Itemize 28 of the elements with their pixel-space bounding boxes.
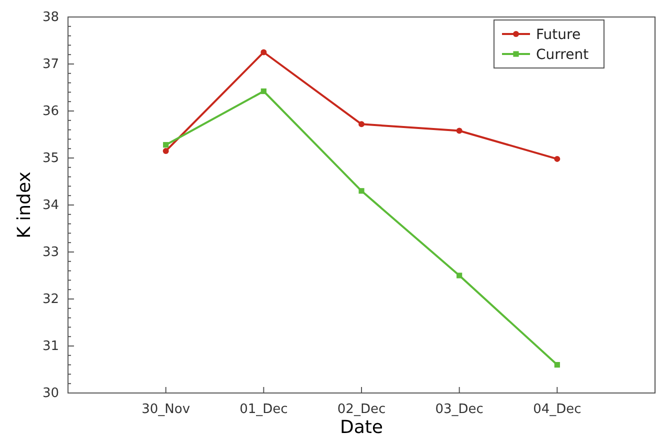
y-tick-label: 34 (42, 198, 59, 214)
point (456, 128, 462, 134)
y-tick-label: 30 (42, 386, 59, 402)
x-tick-label: 30_Nov (142, 402, 190, 417)
x-tick-label: 03_Dec (435, 402, 484, 417)
legend-label: Future (536, 27, 581, 43)
y-tick-label: 37 (42, 57, 59, 72)
point (260, 49, 267, 56)
y-tick-label: 36 (42, 104, 59, 120)
point (456, 272, 462, 278)
point (554, 156, 560, 162)
y-tick-label: 32 (42, 292, 59, 308)
x-tick-label: 04_Dec (533, 402, 582, 417)
y-axis-title: K index (14, 171, 35, 238)
point (358, 121, 364, 128)
point (163, 142, 169, 148)
x-axis-title: Date (340, 417, 384, 438)
y-tick-label: 38 (42, 10, 59, 26)
point (162, 148, 169, 154)
point (358, 188, 364, 194)
y-tick-label: 35 (42, 151, 59, 166)
x-tick-label: 02_Dec (337, 402, 386, 417)
legend-label: Current (536, 47, 590, 63)
point (260, 88, 266, 94)
y-tick-label: 31 (42, 339, 59, 354)
y-tick-label: 33 (42, 245, 59, 260)
point (554, 362, 560, 368)
x-tick-label: 01_Dec (240, 402, 288, 417)
